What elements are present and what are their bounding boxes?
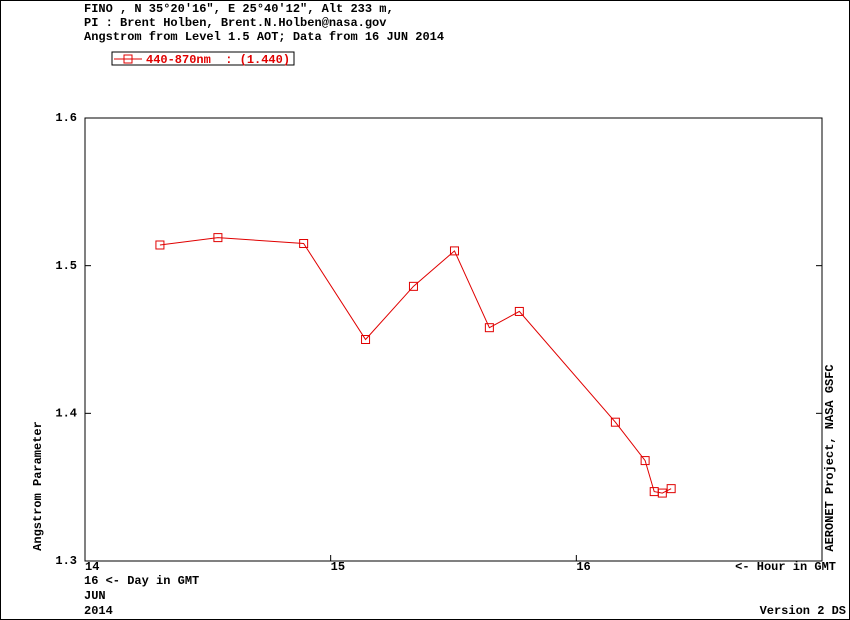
legend-label: 440-870nm : (1.440) [146,53,290,67]
y-tick-label: 1.6 [55,111,77,125]
data-point [657,488,667,498]
x-tick-label: 15 [331,560,345,574]
data-point [640,456,650,466]
data-point [610,417,620,427]
y-tick-label: 1.3 [55,554,77,568]
y-tick-label: 1.5 [55,259,77,273]
title-line: FINO , N 35°20'16", E 25°40'12", Alt 233… [84,2,394,16]
date-label: JUN [84,589,106,603]
data-point [299,239,309,249]
y-axis-label: Angstrom Parameter [31,421,45,551]
version: Version 2 DS [760,604,846,618]
plot-area [84,117,823,562]
legend-box [111,51,295,66]
data-point [213,233,223,243]
data-point [155,240,165,250]
date-label: 2014 [84,604,113,618]
y-tick-label: 1.4 [55,407,77,421]
data-point [449,246,459,256]
x-axis-label: <- Hour in GMT [735,560,836,574]
data-point [514,306,524,316]
legend-marker [123,54,133,64]
data-point [666,484,676,494]
data-point [408,281,418,291]
side-note: AERONET Project, NASA GSFC [823,364,837,551]
title-line: PI : Brent Holben, Brent.N.Holben@nasa.g… [84,16,386,30]
x-tick-label: 14 [85,560,99,574]
data-point [361,335,371,344]
date-label: 16 <- Day in GMT [84,574,199,588]
data-point [484,323,494,333]
series-line [159,237,672,494]
x-tick-label: 16 [576,560,590,574]
title-line: Angstrom from Level 1.5 AOT; Data from 1… [84,30,444,44]
